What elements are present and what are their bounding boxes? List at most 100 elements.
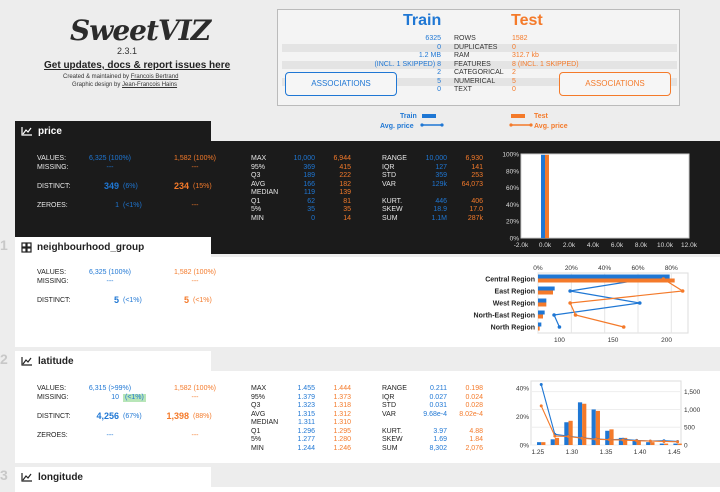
y-tick-label: 20%	[506, 219, 519, 226]
y-right-tick-label: 500	[684, 425, 695, 432]
histogram-bar	[605, 430, 610, 445]
train-title: Train	[403, 12, 442, 29]
stat-test-value: 0.028	[465, 402, 483, 409]
histogram-bar	[554, 437, 560, 445]
feature-tab-neighbourhood-group[interactable]: neighbourhood_group	[15, 237, 211, 257]
stat-train-value: 9.68e-4	[423, 410, 447, 418]
missing-train-value: ---	[106, 278, 114, 285]
legend-train-swatch	[422, 114, 436, 118]
avg-price-point	[680, 289, 685, 293]
legend: Train Avg. price Test Avg. price	[380, 113, 568, 130]
legend-avg-train: Avg. price	[380, 123, 414, 130]
row-label: TEXT	[454, 86, 472, 93]
distinct-train-pct: (<1%)	[123, 297, 142, 304]
summary-row: 5 NUMERICAL 5	[282, 77, 677, 86]
train-associations-button[interactable]: ASSOCIATIONS	[285, 72, 397, 96]
stat-label: VAR	[382, 180, 396, 188]
stat-label: RANGE	[382, 385, 407, 392]
avg-price-point	[607, 438, 611, 442]
stat-test-value: 6,930	[465, 155, 483, 162]
stat-train-value: 35	[307, 206, 315, 213]
zeroes-label: ZEROES:	[37, 202, 68, 209]
author-link[interactable]: Francois Bertrand	[130, 74, 179, 80]
stat-train-value: 369	[303, 163, 315, 171]
legend-train: Train	[400, 113, 417, 120]
stat-label: RANGE	[382, 155, 407, 162]
stat-train-value: 0	[311, 214, 315, 222]
stat-label: Q3	[251, 172, 261, 179]
zeroes-train-pct: (<1%)	[123, 202, 142, 209]
x-tick-label: 6.0k	[611, 242, 624, 249]
numerical-icon	[21, 127, 32, 136]
y-left-tick-label: 20%	[516, 414, 529, 421]
summary-row: 6325 ROWS 1582	[282, 35, 677, 43]
stat-train-value: 1.296	[297, 427, 315, 435]
stat-test-value: 1.318	[333, 402, 351, 409]
stat-train-value: 62	[307, 197, 315, 205]
avg-price-point	[635, 439, 639, 443]
legend-test: Test	[534, 113, 549, 120]
x-tick-label: 1.35	[600, 449, 613, 456]
avg-price-point	[568, 289, 572, 293]
histogram-bar	[636, 440, 641, 445]
values-label: VALUES:	[37, 269, 67, 276]
plot-area	[537, 272, 689, 334]
summary-row: 0 TEXT 0	[282, 86, 677, 94]
stat-label: SUM	[382, 444, 398, 452]
stat-train-value: 446	[435, 197, 447, 205]
stat-test-value: 81	[343, 197, 351, 205]
designer-link[interactable]: Jean-Francois Hains	[122, 82, 178, 88]
updates-link[interactable]: Get updates, docs & report issues here	[44, 60, 231, 71]
stat-train-value: 1.379	[297, 393, 315, 401]
feature-panel-longitude[interactable]: longitude	[15, 467, 720, 492]
x-tick-label: 1.45	[668, 449, 681, 456]
histogram-bar	[582, 403, 587, 445]
test-associations-button[interactable]: ASSOCIATIONS	[559, 72, 671, 96]
histogram-bar	[541, 154, 545, 238]
top-tick-label: 0%	[533, 265, 543, 272]
stat-label: 5%	[251, 436, 262, 443]
values-label: VALUES:	[37, 155, 67, 162]
summary-row: 2 CATEGORICAL 2	[282, 69, 677, 77]
version-label: 2.3.1	[117, 46, 138, 56]
histogram-bar	[541, 442, 546, 445]
avg-price-point	[580, 436, 584, 440]
y-right-tick-label: 1,500	[684, 389, 701, 396]
stat-train-value: 0.031	[429, 402, 447, 409]
avg-price-point	[539, 404, 543, 408]
x-tick-label: 10.0k	[657, 242, 674, 249]
feature-tab-price[interactable]: price	[15, 121, 211, 141]
stat-test-value: 222	[339, 172, 351, 179]
distinct-train-value: 4,256	[96, 411, 119, 421]
missing-label: MISSING:	[37, 394, 69, 401]
stat-train-value: 189	[303, 172, 315, 179]
y-right-tick-label: 0	[684, 443, 688, 450]
feature-panel-neighbourhood-group[interactable]: neighbourhood_group VALUES: 6,325 (100%) 1…	[15, 237, 720, 347]
feature-tab-latitude[interactable]: latitude	[15, 351, 211, 371]
feature-body-price: VALUES: 6,325 (100%) 1,582 (100%) MISSING: -…	[15, 141, 720, 254]
stat-train-value: 1.69	[433, 436, 447, 443]
histogram-bar	[577, 402, 583, 445]
stat-train-value: 1.1M	[431, 214, 447, 222]
stat-test-value: 1.295	[333, 427, 351, 435]
feature-tab-longitude[interactable]: longitude	[15, 467, 211, 487]
feature-body-latitude: VALUES: 6,315 (>99%) 1,582 (100%) MISSING: 1…	[15, 371, 720, 463]
feature-panel-price[interactable]: price VALUES: 6,325 (100%) 1,582 (100%) MIS…	[15, 121, 720, 254]
stat-label: 95%	[251, 393, 266, 401]
latitude-histogram: 40% 20% 0% 1,500 1,000 500 0 1.25 1.30 1.35 1.40 1.…	[516, 380, 701, 456]
feature-panel-latitude[interactable]: latitude VALUES: 6,315 (>99%) 1,582 (100%)…	[15, 351, 720, 463]
histogram-bar	[537, 442, 542, 445]
distinct-test-pct: (<1%)	[193, 297, 212, 304]
row-label: FEATURES	[454, 60, 491, 68]
values-label: VALUES:	[37, 385, 67, 392]
stat-train-value: 359	[435, 172, 447, 179]
avg-price-point	[567, 434, 570, 438]
category-bar	[538, 298, 547, 303]
histogram-bar	[618, 437, 624, 445]
missing-test-value: ---	[191, 164, 199, 171]
legend-avg-test-dot	[509, 123, 513, 127]
values-test-value: 1,582 (100%)	[173, 155, 217, 162]
values-train-value: 6,325 (100%)	[88, 155, 132, 162]
category-label: North Region	[491, 325, 535, 332]
train-value: 1.2 MB	[418, 52, 441, 59]
